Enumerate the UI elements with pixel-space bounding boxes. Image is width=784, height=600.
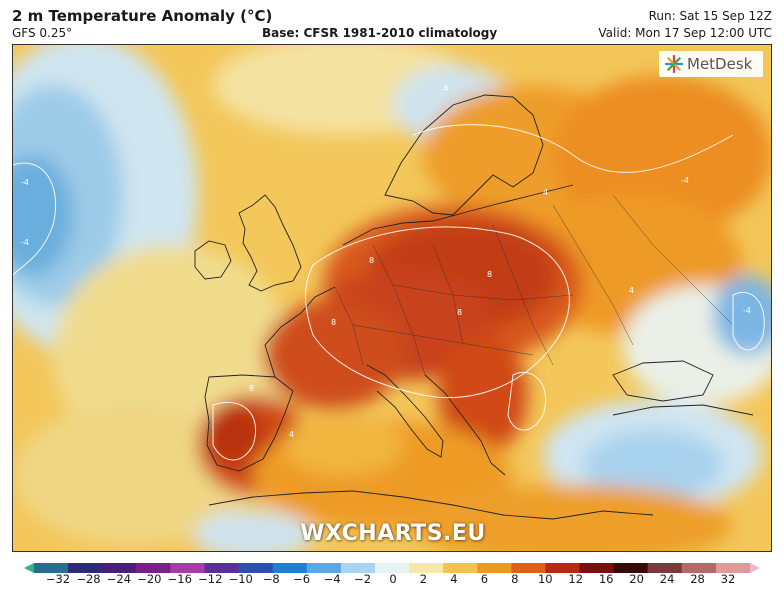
model-label: GFS 0.25° — [12, 26, 73, 40]
colorbar — [24, 558, 760, 573]
borders — [334, 194, 734, 376]
colorbar-tick-label: −32 — [45, 572, 71, 586]
contour-label: 8 — [457, 308, 462, 317]
metdesk-star-icon — [665, 55, 683, 73]
contour-label: 8 — [369, 256, 374, 265]
colorbar-segment — [647, 563, 683, 573]
colorbar-max-arrow — [750, 563, 760, 573]
anomaly-map: -4 -4 -4 4 4 4 8 8 8 8 8 4 -4 — [13, 45, 771, 551]
colorbar-strip — [24, 563, 760, 573]
colorbar-tick-label: 0 — [389, 572, 397, 586]
wxcharts-watermark: WXCHARTS.EU — [300, 521, 486, 546]
colorbar-segment — [579, 563, 615, 573]
colorbar-segment — [238, 563, 274, 573]
map-panel: -4 -4 -4 4 4 4 8 8 8 8 8 4 -4 MetDesk WX… — [12, 44, 772, 552]
contour-label: 4 — [543, 188, 548, 197]
coastlines — [194, 94, 754, 520]
colorbar-tick-label: 2 — [419, 572, 428, 586]
colorbar-ticks: −32 −28 −24 −20 −16 −12 −10 −8 −6 −4 −2 0 2 4 6 8 10 12 16… — [24, 572, 760, 590]
colorbar-tick-label: −16 — [167, 572, 192, 586]
colorbar-tick-label: 28 — [690, 572, 705, 586]
colorbar-tick-label: 4 — [450, 572, 458, 586]
colorbar-segment — [68, 563, 103, 573]
colorbar-segment — [443, 563, 478, 573]
colorbar-segment — [306, 563, 342, 573]
contour-label: 4 — [289, 430, 294, 439]
colorbar-tick-label: −8 — [262, 572, 280, 586]
colorbar-min-arrow — [24, 563, 34, 573]
colorbar-tick-label: −4 — [323, 572, 341, 586]
colorbar-tick-label: −20 — [137, 572, 162, 586]
contour-label: -4 — [21, 178, 29, 187]
header: 2 m Temperature Anomaly (°C) GFS 0.25° B… — [0, 0, 784, 44]
contour-label: -4 — [743, 306, 751, 315]
colorbar-segment — [715, 563, 751, 573]
colorbar-segment — [374, 563, 410, 573]
colorbar-segment — [545, 563, 581, 573]
metdesk-logo: MetDesk — [659, 51, 763, 77]
colorbar-segment — [681, 563, 717, 573]
colorbar-segment — [511, 563, 546, 573]
contour-label-group: -4 -4 -4 4 4 4 8 8 8 8 8 4 -4 — [21, 84, 751, 439]
colorbar-tick-label: −24 — [106, 572, 132, 586]
contour-label: -4 — [681, 176, 689, 185]
colorbar-tick-label: 6 — [480, 572, 489, 586]
colorbar-segment — [272, 563, 308, 573]
run-label: Run: Sat 15 Sep 12Z — [648, 9, 772, 23]
colorbar-segment — [613, 563, 649, 573]
colorbar-tick-label: 20 — [629, 572, 644, 586]
colorbar-segment — [34, 563, 69, 573]
contour-label: 8 — [331, 318, 336, 327]
contour-label: -4 — [21, 238, 29, 247]
colorbar-tick-label: 32 — [720, 572, 736, 586]
contour-label: 4 — [443, 84, 448, 93]
base-climatology-label: Base: CFSR 1981-2010 climatology — [262, 26, 498, 40]
valid-time-label: Valid: Mon 17 Sep 12:00 UTC — [598, 26, 772, 40]
colorbar-tick-label: 24 — [659, 572, 675, 586]
map-title: 2 m Temperature Anomaly (°C) — [12, 7, 273, 25]
colorbar-tick-label: −2 — [354, 572, 372, 586]
contour-lines — [13, 124, 765, 461]
colorbar-tick-label: −10 — [228, 572, 253, 586]
colorbar-tick-label: −6 — [293, 572, 311, 586]
colorbar-segment — [170, 563, 205, 573]
contour-label: 4 — [629, 286, 634, 295]
colorbar-segment — [204, 563, 240, 573]
colorbar-segment — [477, 563, 512, 573]
colorbar-segment — [340, 563, 376, 573]
colorbar-tick-label: −28 — [76, 572, 101, 586]
metdesk-logo-text: MetDesk — [687, 55, 753, 73]
contour-label: 8 — [487, 270, 492, 279]
colorbar-tick-label: 10 — [537, 572, 553, 586]
colorbar-tick-label: 12 — [568, 572, 584, 586]
anomaly-fields — [13, 45, 771, 551]
contour-label: 8 — [249, 384, 254, 393]
colorbar-tick-label: 16 — [598, 572, 614, 586]
colorbar-segment — [102, 563, 137, 573]
colorbar-tick-label: −12 — [198, 572, 223, 586]
colorbar-segment — [136, 563, 171, 573]
colorbar-tick-label: 8 — [511, 572, 519, 586]
colorbar-segment — [409, 563, 444, 573]
